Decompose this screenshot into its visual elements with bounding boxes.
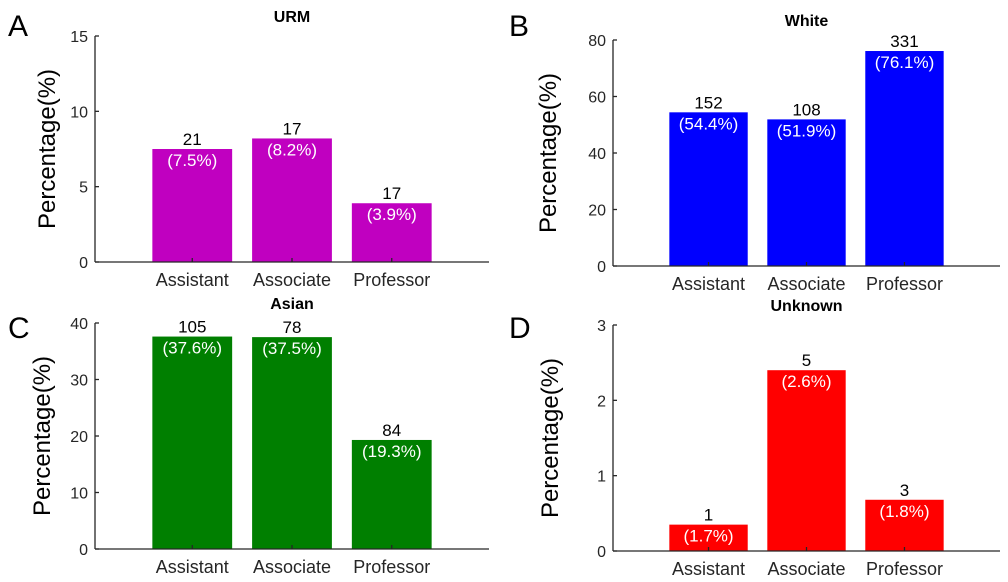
- x-tick-label: Professor: [353, 270, 430, 290]
- chart-title: White: [785, 13, 829, 30]
- y-tick-label: 20: [588, 203, 606, 220]
- count-label: 21: [183, 130, 202, 149]
- percent-label: (1.8%): [879, 502, 929, 521]
- count-label: 1: [704, 506, 713, 525]
- panel-letter: D: [509, 312, 531, 345]
- panel-b: 0 20 40 60 80 Assistant Associate Professor 152 (…: [509, 10, 1000, 294]
- y-tick-label: 0: [597, 259, 606, 276]
- x-tick-label: Professor: [866, 559, 943, 579]
- count-label: 17: [283, 119, 302, 138]
- x-tick-label: Professor: [866, 274, 943, 294]
- y-tick-label: 20: [70, 429, 88, 446]
- panel-letter: B: [509, 10, 529, 43]
- y-axis-label: Percentage(%): [535, 73, 562, 233]
- x-tick-label: Associate: [253, 557, 331, 577]
- x-tick-label: Associate: [767, 559, 845, 579]
- bar-assistant: [669, 524, 748, 551]
- y-tick-label: 2: [597, 393, 606, 410]
- count-label: 78: [283, 318, 302, 337]
- count-label: 331: [890, 32, 918, 51]
- y-tick-label: 3: [597, 318, 606, 335]
- percent-label: (37.6%): [162, 339, 222, 358]
- x-tick-label: Associate: [253, 270, 331, 290]
- count-label: 5: [802, 351, 811, 370]
- panel-letter: A: [8, 10, 28, 43]
- chart-title: URM: [274, 9, 310, 26]
- bar-associate: [252, 337, 332, 549]
- bar-professor: [865, 51, 944, 266]
- percent-label: (19.3%): [362, 442, 422, 461]
- percent-label: (2.6%): [781, 372, 831, 391]
- x-tick-label: Professor: [353, 557, 430, 577]
- y-tick-label: 10: [70, 486, 88, 503]
- count-label: 84: [382, 421, 401, 440]
- percent-label: (51.9%): [777, 121, 837, 140]
- panel-d: 0 1 2 3 Assistant Associate Professor 1 (1.7%) 5 (…: [509, 298, 1000, 579]
- y-tick-label: 5: [79, 180, 88, 197]
- count-label: 105: [178, 318, 206, 337]
- bar-assistant: [152, 149, 233, 262]
- x-tick-label: Associate: [767, 274, 845, 294]
- y-axis-label: Percentage(%): [34, 69, 61, 229]
- y-axis-label: Percentage(%): [29, 356, 56, 516]
- chart-title: Unknown: [771, 298, 843, 315]
- y-tick-label: 80: [588, 33, 606, 50]
- bar-professor: [865, 499, 944, 551]
- y-tick-label: 10: [70, 104, 88, 121]
- x-tick-label: Assistant: [156, 557, 229, 577]
- bar-associate: [252, 138, 332, 262]
- bar-assistant: [152, 336, 233, 549]
- x-tick-label: Assistant: [672, 559, 745, 579]
- panel-letter: C: [8, 312, 30, 345]
- y-tick-label: 15: [70, 29, 88, 46]
- y-tick-label: 0: [597, 544, 606, 561]
- chart-title: Asian: [270, 296, 314, 313]
- percent-label: (1.7%): [683, 527, 733, 546]
- bar-associate: [767, 119, 846, 266]
- y-tick-label: 1: [597, 469, 606, 486]
- bar-professor: [351, 439, 432, 549]
- percent-label: (8.2%): [267, 140, 317, 159]
- y-tick-label: 40: [588, 146, 606, 163]
- percent-label: (3.9%): [367, 205, 417, 224]
- count-label: 17: [382, 184, 401, 203]
- percent-label: (54.4%): [679, 114, 739, 133]
- count-label: 108: [792, 100, 820, 119]
- count-label: 152: [694, 93, 722, 112]
- bar-professor: [351, 203, 432, 262]
- x-tick-label: Assistant: [672, 274, 745, 294]
- y-tick-label: 0: [79, 542, 88, 559]
- y-axis-label: Percentage(%): [537, 358, 564, 518]
- percent-label: (37.5%): [262, 339, 322, 358]
- percent-label: (7.5%): [167, 151, 217, 170]
- y-tick-label: 60: [588, 90, 606, 107]
- x-tick-label: Assistant: [156, 270, 229, 290]
- count-label: 3: [900, 481, 909, 500]
- bar-associate: [767, 370, 846, 551]
- percent-label: (76.1%): [875, 53, 935, 72]
- panel-a: 0 5 10 15 Assistant Associate Professor 21 (7.5%…: [8, 9, 489, 290]
- y-tick-label: 40: [70, 316, 88, 333]
- panel-c: 0 10 20 30 40 Assistant Associate Professor 105 (…: [8, 296, 489, 577]
- bar-assistant: [669, 112, 748, 266]
- y-tick-label: 0: [79, 255, 88, 272]
- y-tick-label: 30: [70, 373, 88, 390]
